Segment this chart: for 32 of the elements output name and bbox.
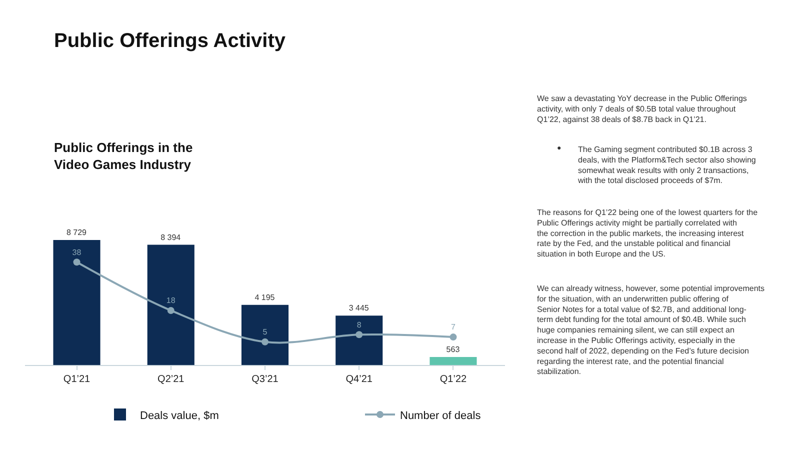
text: The reasons for Q1’22 being one of the lowest quarters for the Public Offerings activity might be partially correlated with the correction in the public markets, the increasing interest rate by the Fed, and the unstable political and financial situation in both Europe and the US. bbox=[537, 208, 758, 259]
bar bbox=[147, 244, 194, 365]
bar bbox=[53, 240, 100, 365]
data-label: 3 445 bbox=[348, 304, 370, 313]
chart-title: Public Offerings Activity bbox=[54, 30, 286, 52]
x-tick-label: Q1’22 bbox=[440, 374, 468, 385]
point bbox=[73, 258, 80, 266]
legend-label: Number of deals bbox=[400, 410, 482, 422]
bar bbox=[336, 316, 383, 365]
chart-subtitle: Public Offerings in the Video Games Industry bbox=[54, 140, 193, 172]
data-label: 38 bbox=[72, 248, 82, 257]
text: We saw a devastating YoY decrease in the Public Offerings activity, with only 7 deals of $0.5B total value throughout Q1’22, against 38 deals of $8.7B back in Q1’21. bbox=[537, 94, 747, 124]
data-label: 563 bbox=[446, 344, 460, 354]
x-tick-label: Q4’21 bbox=[346, 374, 373, 385]
x-tick-label: Q2’21 bbox=[158, 374, 185, 385]
data-label: 8 394 bbox=[160, 232, 182, 242]
x-tick-label: Q3’21 bbox=[252, 374, 279, 385]
point bbox=[167, 306, 174, 314]
data-label: 8 729 bbox=[66, 228, 88, 237]
legend-label: Deals value, $m bbox=[140, 410, 219, 422]
data-label: 4 195 bbox=[254, 292, 276, 302]
data-label: 7 bbox=[451, 322, 456, 332]
bar bbox=[430, 356, 477, 365]
point bbox=[356, 331, 363, 338]
data-label: 18 bbox=[166, 296, 176, 306]
data-label: 5 bbox=[262, 328, 268, 337]
bar bbox=[241, 304, 289, 365]
text: We can already witness, however, some potential improvements for the situation, with an underwritten public offering of Senior Notes for a total value of $2.7B, and additional long-term debt funding for the total amount of $0.4B. While such huge companies remaining silent, we can still expect an increase in the Public Offerings activity, especially in the second half of 2022, depending on the Fed’s future decision regarding the interest rate, and the potential financial stabilization. bbox=[537, 284, 765, 376]
point bbox=[450, 334, 457, 341]
x-tick-label: Q1’21 bbox=[63, 374, 91, 385]
data-label: 8 bbox=[356, 320, 362, 330]
point bbox=[262, 338, 268, 346]
